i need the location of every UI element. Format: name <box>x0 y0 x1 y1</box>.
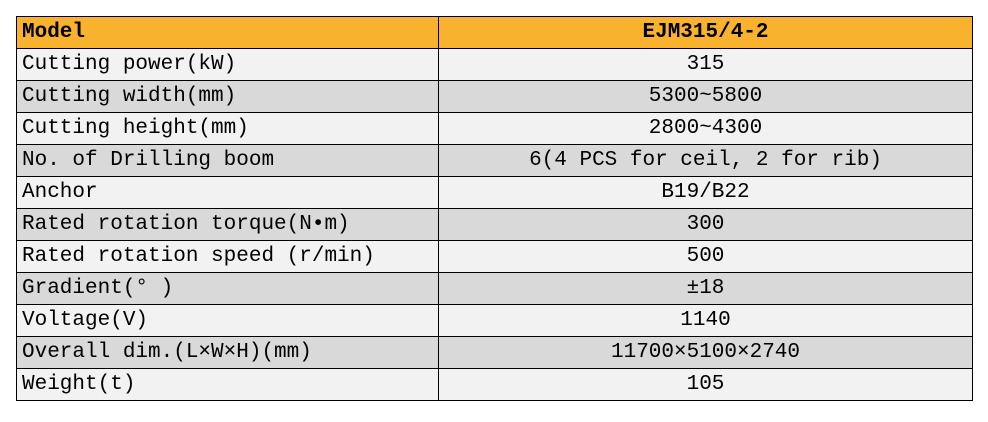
table-row: Anchor B19/B22 <box>16 176 973 209</box>
label-cell: Anchor <box>16 176 439 209</box>
label-cell: No. of Drilling boom <box>16 144 439 177</box>
label-cell: Gradient(° ) <box>16 272 439 305</box>
label-cell: Weight(t) <box>16 368 439 401</box>
spec-table: Model EJM315/4-2 Cutting power(kW) 315 Cutti… <box>16 16 973 401</box>
table-row: Rated rotation torque(N•m) 300 <box>16 208 973 241</box>
table-row: Gradient(° ) ±18 <box>16 272 973 305</box>
table-row: Rated rotation speed (r/min) 500 <box>16 240 973 273</box>
value-cell: 500 <box>438 240 973 273</box>
value-cell: 5300~5800 <box>438 80 973 113</box>
table-row: Cutting power(kW) 315 <box>16 48 973 81</box>
label-cell: Voltage(V) <box>16 304 439 337</box>
label-cell: Rated rotation torque(N•m) <box>16 208 439 241</box>
value-cell: 11700×5100×2740 <box>438 336 973 369</box>
label-cell: Rated rotation speed (r/min) <box>16 240 439 273</box>
value-cell: 300 <box>438 208 973 241</box>
label-cell: Model <box>16 16 439 49</box>
label-cell: Cutting width(mm) <box>16 80 439 113</box>
value-cell: 1140 <box>438 304 973 337</box>
value-cell: 6(4 PCS for ceil, 2 for rib) <box>438 144 973 177</box>
table-row: Cutting width(mm) 5300~5800 <box>16 80 973 113</box>
table-row: Weight(t) 105 <box>16 368 973 401</box>
value-cell: ±18 <box>438 272 973 305</box>
header-row: Model EJM315/4-2 <box>16 16 973 49</box>
label-cell: Cutting power(kW) <box>16 48 439 81</box>
value-cell: B19/B22 <box>438 176 973 209</box>
table-row: Voltage(V) 1140 <box>16 304 973 337</box>
table-row: No. of Drilling boom 6(4 PCS for ceil, 2 … <box>16 144 973 177</box>
value-cell: 2800~4300 <box>438 112 973 145</box>
table-row: Overall dim.(L×W×H)(mm) 11700×5100×2740 <box>16 336 973 369</box>
value-cell: 105 <box>438 368 973 401</box>
label-cell: Overall dim.(L×W×H)(mm) <box>16 336 439 369</box>
table-row: Cutting height(mm) 2800~4300 <box>16 112 973 145</box>
value-cell: EJM315/4-2 <box>438 16 973 49</box>
value-cell: 315 <box>438 48 973 81</box>
label-cell: Cutting height(mm) <box>16 112 439 145</box>
